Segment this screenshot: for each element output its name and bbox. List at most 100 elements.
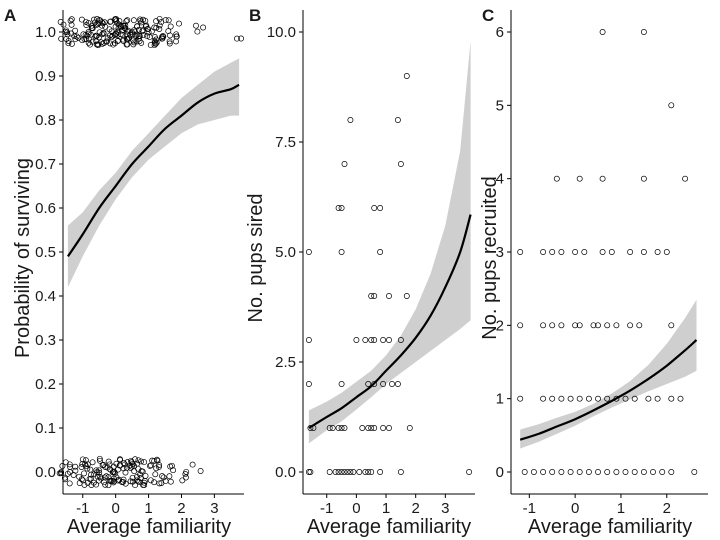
data-point [365, 425, 372, 431]
data-point [307, 469, 314, 475]
data-point [640, 175, 647, 182]
data-point [165, 17, 172, 24]
data-point [406, 425, 413, 431]
x-tick-label: -1 [523, 500, 536, 517]
data-point [604, 469, 611, 475]
data-point [88, 482, 95, 488]
data-point [122, 25, 129, 32]
data-point [371, 337, 378, 343]
data-point [307, 425, 314, 431]
data-point [156, 22, 163, 29]
data-point [70, 472, 77, 478]
data-point [397, 161, 404, 167]
data-point [238, 35, 245, 42]
data-point [156, 462, 163, 468]
data-point [165, 28, 172, 35]
y-tick-label: 0.9 [35, 68, 56, 85]
data-point [521, 469, 528, 475]
data-point [102, 481, 109, 488]
data-point [99, 31, 106, 38]
y-tick-label: 5.0 [275, 244, 296, 261]
data-point [80, 477, 86, 484]
data-point [576, 395, 583, 402]
data-point [645, 395, 652, 402]
data-point [81, 470, 87, 477]
data-point [549, 469, 556, 475]
data-point [148, 462, 154, 469]
data-point [148, 28, 155, 35]
data-point [640, 469, 647, 475]
data-point [89, 459, 96, 466]
data-point [61, 474, 68, 481]
data-point [599, 175, 606, 182]
data-point [627, 322, 634, 329]
data-point [93, 22, 99, 29]
data-point [572, 249, 579, 255]
data-point [107, 477, 113, 484]
data-point [403, 293, 410, 299]
data-point [56, 470, 63, 477]
data-point [87, 475, 94, 482]
data-point [371, 425, 378, 431]
data-point [166, 473, 173, 480]
data-point [595, 395, 601, 402]
y-tick-label: 5 [496, 97, 504, 114]
data-point [540, 249, 547, 255]
y-tick-label: 7.5 [275, 134, 296, 151]
data-point [627, 249, 634, 255]
data-point [153, 36, 160, 43]
data-point [558, 249, 565, 255]
x-tick-label: 2 [177, 500, 185, 517]
data-point [540, 322, 547, 329]
panel-c-label: C [482, 6, 494, 25]
data-point [350, 469, 357, 475]
data-point [97, 17, 104, 24]
data-point [341, 161, 348, 167]
data-point [130, 17, 137, 24]
data-point [162, 17, 169, 24]
data-point [97, 457, 103, 464]
data-point [93, 467, 100, 474]
x-tick-label: 3 [441, 500, 449, 517]
data-point [153, 465, 160, 472]
data-point [159, 473, 166, 480]
data-point [517, 395, 524, 402]
data-point [105, 482, 112, 489]
data-point [151, 479, 158, 486]
data-point [394, 381, 401, 387]
panel-b-fitted-curve [308, 214, 472, 429]
data-point [668, 395, 675, 402]
data-point [94, 473, 101, 480]
data-point [67, 17, 74, 24]
data-point [97, 473, 104, 480]
data-point [581, 249, 588, 255]
data-point [140, 32, 147, 39]
data-point [153, 39, 160, 46]
panel-c-confidence-band [520, 299, 697, 449]
data-point [640, 29, 647, 35]
data-point [599, 249, 606, 255]
y-tick-label: 0 [496, 464, 504, 481]
data-point [78, 16, 85, 23]
data-point [64, 29, 71, 36]
data-point [66, 480, 73, 487]
data-point [101, 39, 108, 46]
data-point [82, 31, 89, 38]
panel-a-x-axis-title: Average familiarity [67, 516, 231, 538]
data-point [159, 35, 166, 42]
data-point [101, 474, 108, 481]
data-point [353, 337, 360, 343]
data-point [604, 322, 611, 329]
data-point [613, 322, 620, 329]
data-point [117, 23, 124, 30]
data-point [147, 42, 154, 49]
data-point [68, 16, 75, 23]
data-point [386, 425, 392, 431]
data-point [154, 457, 161, 464]
panel-b: B No. pups sired Average familiarity 0.0… [245, 6, 475, 538]
data-point [677, 395, 684, 402]
data-point [668, 102, 675, 109]
data-point [553, 175, 560, 182]
data-point [176, 20, 182, 27]
